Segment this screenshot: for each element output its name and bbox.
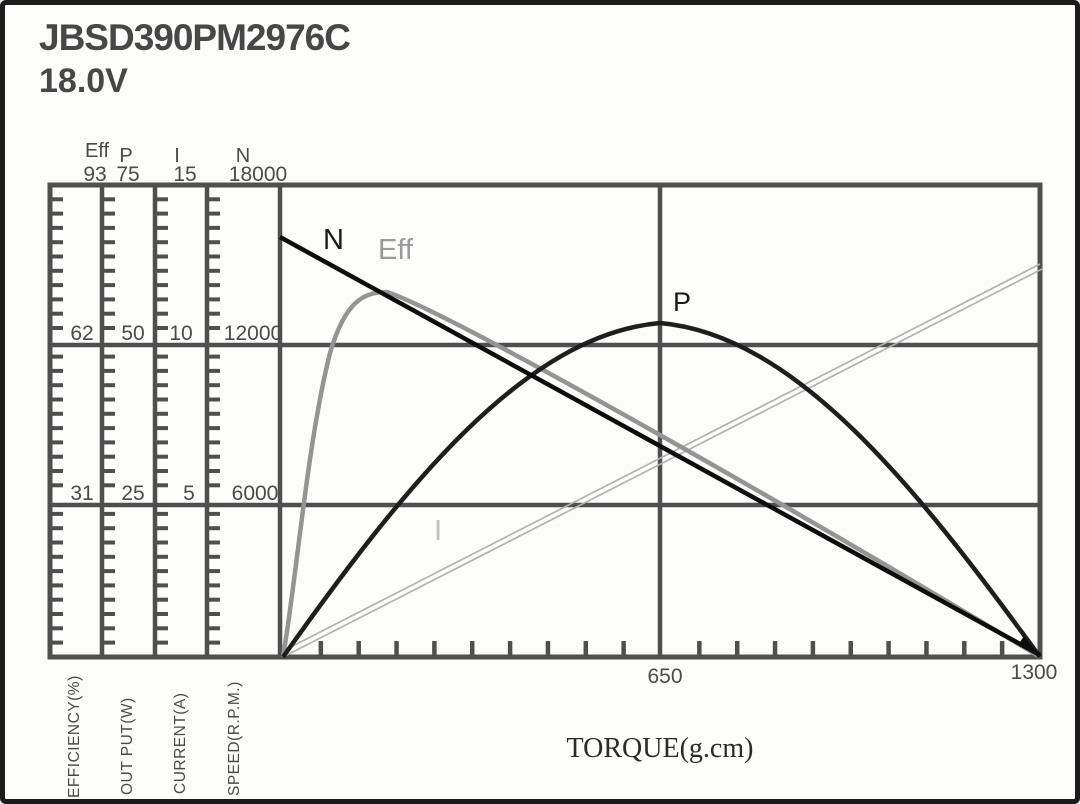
y-axis-unit-labels: EFFICIENCY(%) OUT PUT(W) CURRENT(A) SPEE… [66, 675, 243, 798]
speed-axis-name: N [236, 145, 250, 167]
performance-chart: N Eff P I Eff P I N 93 75 15 18000 62 50… [47, 140, 1057, 798]
output-unit-label: OUT PUT(W) [119, 697, 136, 795]
chart-grid [47, 182, 1043, 660]
speed-tick-18000: 18000 [229, 163, 287, 186]
efficiency-curve-label: Eff [378, 234, 414, 266]
current-curve-label: I [434, 515, 442, 547]
speed-unit-label: SPEED(R.P.M.) [226, 681, 243, 796]
chart-frame [47, 182, 1043, 660]
chart-curves [278, 235, 1043, 659]
x-tick-1300: 1300 [1011, 661, 1058, 684]
power-tick-75: 75 [116, 163, 139, 186]
power-tick-50: 50 [121, 322, 144, 345]
current-tick-5: 5 [183, 482, 195, 505]
title-block: JBSD390PM2976C 18.0V [39, 17, 351, 101]
curve-labels: N Eff P I [323, 224, 691, 547]
efficiency-unit-label: EFFICIENCY(%) [66, 675, 83, 798]
x-axis-labels: 650 1300 [647, 661, 1057, 688]
x-axis-ticks [318, 641, 1005, 655]
speed-curve [278, 235, 1042, 657]
eff-tick-62: 62 [70, 322, 93, 345]
speed-tick-12000: 12000 [224, 322, 282, 345]
y-axis-ticks [52, 197, 220, 645]
power-curve-label: P [673, 287, 691, 317]
current-unit-label: CURRENT(A) [172, 693, 189, 794]
eff-tick-93: 93 [83, 163, 106, 186]
current-tick-10: 10 [169, 322, 192, 345]
power-tick-25: 25 [121, 482, 144, 505]
power-axis-name: P [119, 145, 132, 167]
eff-tick-31: 31 [70, 482, 93, 505]
y-axis-headers: Eff P I N 93 75 15 18000 [83, 140, 287, 186]
current-axis-name: I [174, 145, 180, 167]
speed-tick-6000: 6000 [232, 482, 279, 505]
current-curve [282, 263, 1041, 652]
model-number: JBSD390PM2976C [39, 17, 351, 58]
eff-axis-name: Eff [85, 140, 110, 162]
efficiency-curve [280, 289, 1042, 659]
speed-curve-arrowhead [1018, 636, 1040, 656]
current-tick-15: 15 [173, 163, 196, 186]
speed-curve-label: N [323, 224, 344, 256]
x-axis-title: TORQUE(g.cm) [567, 733, 754, 764]
y-axis-mid-ticks: 62 50 10 12000 [70, 322, 282, 345]
power-curve [281, 320, 1042, 659]
current-curve-shadow [284, 268, 1043, 657]
voltage-rating: 18.0V [39, 61, 128, 100]
y-axis-low-ticks: 31 25 5 6000 [70, 482, 278, 505]
x-tick-650: 650 [647, 665, 682, 688]
